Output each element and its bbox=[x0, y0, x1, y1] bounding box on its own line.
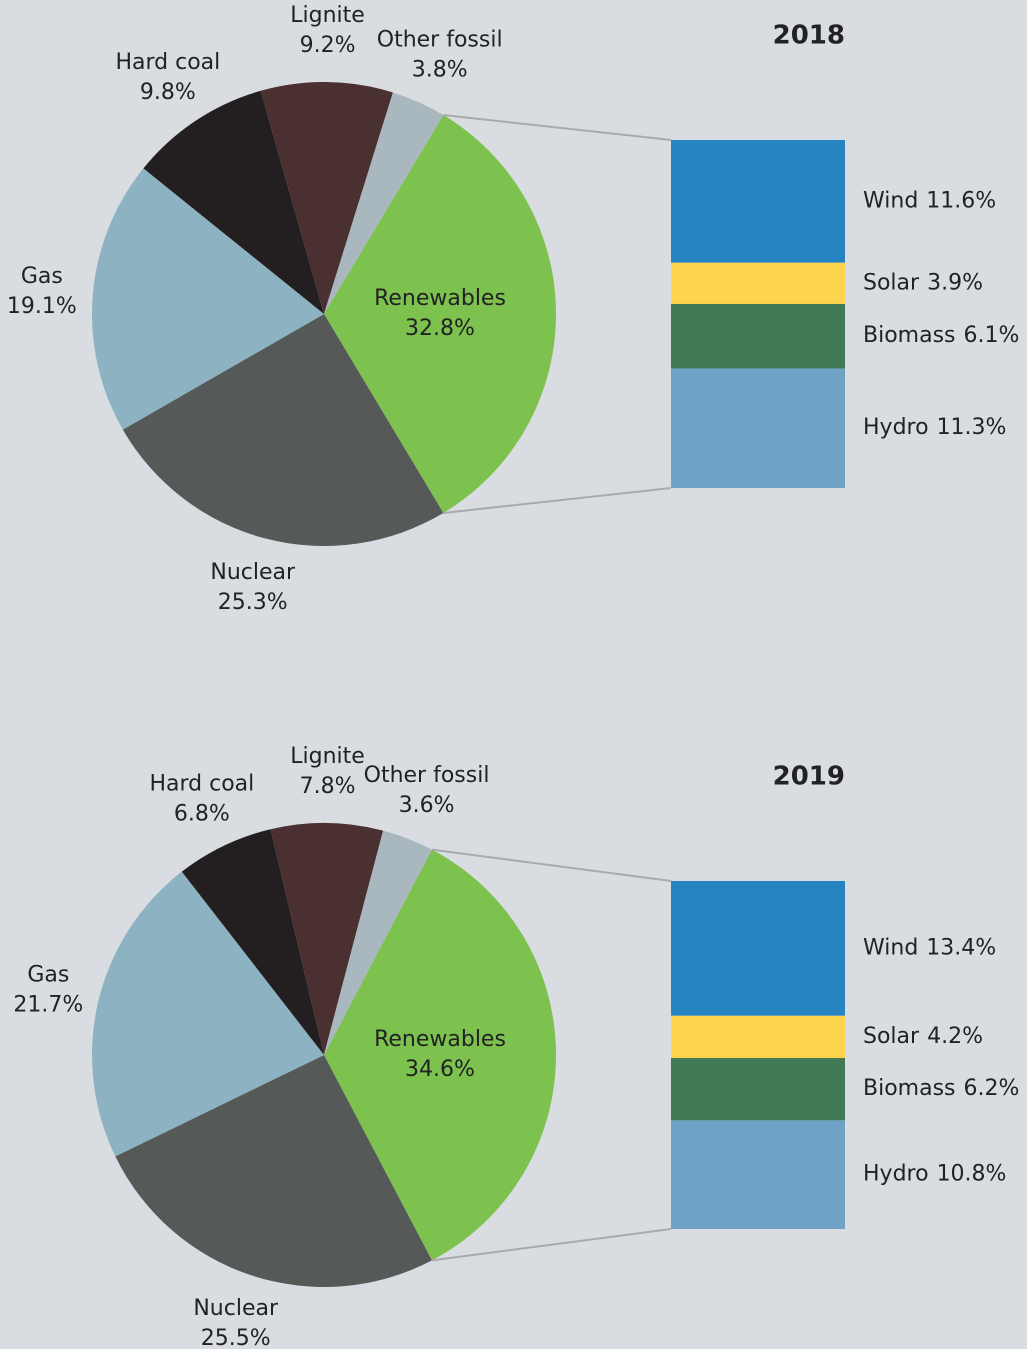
pie-slice bbox=[115, 1055, 432, 1287]
pie-slice bbox=[122, 314, 444, 546]
breakdown-label: Solar 4.2% bbox=[863, 1024, 983, 1049]
breakdown-bar bbox=[671, 881, 845, 1016]
breakdown-value: 11.6% bbox=[926, 188, 996, 213]
breakdown-name: Wind bbox=[863, 935, 918, 960]
pie-slice bbox=[324, 830, 432, 1055]
breakdown-label: Solar 3.9% bbox=[863, 270, 983, 295]
connector bbox=[431, 848, 672, 882]
pie-slice bbox=[91, 871, 324, 1157]
connector bbox=[431, 1228, 672, 1262]
slice-label: Other fossil bbox=[364, 763, 490, 788]
slice-label: Nuclear bbox=[193, 1296, 279, 1321]
breakdown-name: Biomass bbox=[863, 1076, 956, 1101]
pie-slice bbox=[324, 92, 444, 314]
breakdown-bar bbox=[671, 140, 845, 263]
connector bbox=[443, 487, 672, 514]
breakdown-value: 6.2% bbox=[964, 1076, 1020, 1101]
chart-title: 2018 bbox=[773, 21, 845, 51]
slice-value: 3.8% bbox=[412, 58, 468, 83]
slice-label: Renewables bbox=[374, 1027, 506, 1052]
pie-slice bbox=[260, 81, 393, 314]
breakdown-name: Hydro bbox=[863, 1162, 929, 1187]
breakdown-name: Wind bbox=[863, 188, 918, 213]
breakdown-name: Biomass bbox=[863, 323, 956, 348]
slice-label: Lignite bbox=[290, 3, 365, 28]
slice-label: Hard coal bbox=[149, 772, 254, 797]
breakdown-label: Hydro 11.3% bbox=[863, 415, 1006, 440]
breakdown-bar bbox=[671, 1015, 845, 1059]
breakdown-label: Wind 13.4% bbox=[863, 935, 996, 960]
pie-slice bbox=[181, 829, 324, 1055]
breakdown-value: 6.1% bbox=[964, 323, 1020, 348]
slice-value: 6.8% bbox=[174, 802, 230, 827]
slice-label: Nuclear bbox=[210, 560, 296, 585]
breakdown-value: 3.9% bbox=[927, 270, 983, 295]
breakdown-value: 10.8% bbox=[937, 1162, 1007, 1187]
breakdown-bar bbox=[671, 262, 845, 304]
breakdown-value: 11.3% bbox=[937, 415, 1007, 440]
slice-value: 3.6% bbox=[399, 793, 455, 818]
breakdown-bar bbox=[671, 368, 845, 488]
slice-value: 34.6% bbox=[405, 1057, 475, 1082]
slice-label: Hard coal bbox=[115, 50, 220, 75]
pie-slice bbox=[324, 849, 556, 1261]
breakdown-bar bbox=[671, 1120, 845, 1229]
breakdown-label: Biomass 6.1% bbox=[863, 323, 1019, 348]
slice-value: 7.8% bbox=[300, 774, 356, 799]
breakdown-bar bbox=[671, 303, 845, 369]
slice-value: 32.8% bbox=[405, 316, 475, 341]
pie-slice bbox=[270, 823, 384, 1055]
slice-label: Renewables bbox=[374, 286, 506, 311]
slice-value: 19.1% bbox=[7, 294, 77, 319]
slice-value: 25.5% bbox=[201, 1326, 271, 1349]
pie-slice bbox=[92, 168, 324, 430]
slice-label: Lignite bbox=[290, 744, 365, 769]
breakdown-label: Wind 11.6% bbox=[863, 188, 996, 213]
breakdown-value: 13.4% bbox=[926, 935, 996, 960]
breakdown-label: Biomass 6.2% bbox=[863, 1076, 1019, 1101]
pie-slice bbox=[324, 115, 556, 513]
breakdown-name: Hydro bbox=[863, 415, 929, 440]
breakdown-value: 4.2% bbox=[927, 1024, 983, 1049]
pie-slice bbox=[143, 90, 324, 315]
breakdown-name: Solar bbox=[863, 1024, 920, 1049]
connector bbox=[443, 114, 672, 141]
slice-value: 9.8% bbox=[140, 80, 196, 105]
breakdown-bar bbox=[671, 1058, 845, 1121]
slice-label: Gas bbox=[21, 264, 63, 289]
slice-value: 9.2% bbox=[300, 33, 356, 58]
slice-value: 25.3% bbox=[218, 590, 288, 615]
slice-label: Other fossil bbox=[377, 28, 503, 53]
breakdown-name: Solar bbox=[863, 270, 920, 295]
chart-title: 2019 bbox=[773, 762, 845, 792]
slice-label: Gas bbox=[27, 963, 69, 988]
breakdown-label: Hydro 10.8% bbox=[863, 1162, 1006, 1187]
slice-value: 21.7% bbox=[13, 993, 83, 1018]
